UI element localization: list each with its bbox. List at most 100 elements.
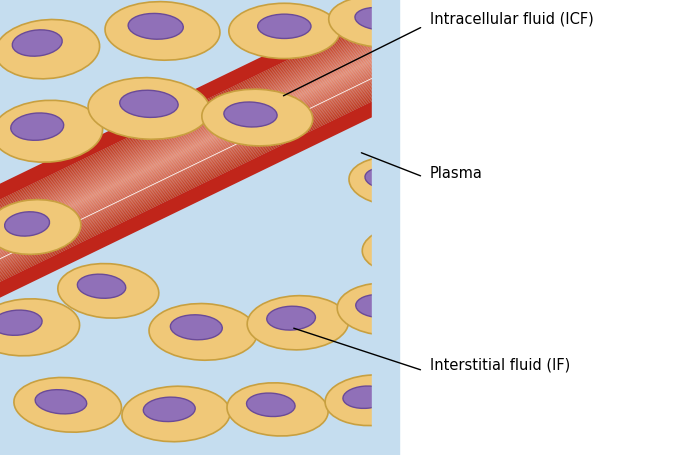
Polygon shape [0, 37, 433, 264]
Ellipse shape [337, 283, 435, 335]
Ellipse shape [120, 91, 178, 118]
Ellipse shape [0, 299, 80, 356]
Polygon shape [0, 5, 433, 233]
Polygon shape [0, 27, 433, 255]
Polygon shape [0, 66, 433, 293]
Ellipse shape [149, 304, 257, 360]
Text: Intracellular fluid (ICF): Intracellular fluid (ICF) [430, 12, 594, 26]
Polygon shape [0, 38, 433, 266]
Polygon shape [0, 19, 433, 247]
Ellipse shape [247, 296, 349, 350]
Polygon shape [0, 0, 433, 228]
Ellipse shape [227, 383, 328, 436]
Polygon shape [0, 0, 433, 218]
Polygon shape [0, 53, 433, 281]
Polygon shape [0, 67, 433, 294]
Polygon shape [0, 63, 433, 290]
Polygon shape [0, 42, 433, 270]
Polygon shape [0, 51, 433, 278]
Ellipse shape [0, 20, 100, 80]
Ellipse shape [325, 375, 420, 426]
Ellipse shape [349, 158, 437, 206]
Polygon shape [0, 44, 433, 271]
Text: Plasma: Plasma [430, 166, 483, 180]
Polygon shape [0, 0, 433, 223]
Polygon shape [0, 68, 433, 296]
Polygon shape [0, 10, 433, 237]
Ellipse shape [144, 397, 195, 422]
Ellipse shape [14, 378, 121, 432]
Polygon shape [0, 52, 433, 279]
Ellipse shape [224, 103, 277, 128]
Ellipse shape [229, 4, 340, 60]
Ellipse shape [5, 212, 49, 237]
Polygon shape [0, 31, 433, 259]
Bar [372, 0, 399, 455]
Ellipse shape [11, 114, 64, 141]
Ellipse shape [0, 101, 103, 163]
Bar [399, 0, 677, 455]
Polygon shape [0, 70, 433, 297]
Polygon shape [0, 23, 433, 251]
Polygon shape [0, 7, 433, 234]
Ellipse shape [0, 310, 42, 336]
Bar [0, 0, 399, 455]
Ellipse shape [35, 390, 87, 414]
Polygon shape [0, 46, 433, 274]
Polygon shape [0, 29, 433, 256]
Ellipse shape [58, 264, 159, 318]
Polygon shape [0, 59, 433, 286]
Ellipse shape [329, 0, 429, 48]
Polygon shape [0, 61, 433, 289]
Ellipse shape [355, 9, 403, 31]
Polygon shape [0, 35, 433, 263]
Ellipse shape [0, 200, 81, 255]
Polygon shape [0, 0, 433, 226]
Polygon shape [0, 40, 433, 267]
Ellipse shape [12, 31, 62, 57]
Ellipse shape [378, 237, 420, 258]
Polygon shape [0, 57, 433, 285]
Polygon shape [0, 22, 433, 249]
Polygon shape [0, 0, 433, 221]
Ellipse shape [365, 168, 407, 190]
Polygon shape [0, 1, 433, 229]
Polygon shape [0, 3, 433, 230]
Polygon shape [0, 14, 433, 241]
Polygon shape [0, 20, 433, 248]
Polygon shape [0, 0, 433, 225]
Ellipse shape [202, 90, 313, 147]
Ellipse shape [77, 274, 126, 298]
Polygon shape [0, 45, 433, 273]
Ellipse shape [362, 226, 450, 274]
Polygon shape [0, 11, 433, 238]
Polygon shape [0, 0, 433, 222]
Ellipse shape [171, 315, 222, 340]
Polygon shape [0, 30, 433, 258]
Polygon shape [0, 25, 433, 252]
Polygon shape [0, 34, 433, 262]
Polygon shape [0, 60, 433, 288]
Polygon shape [0, 64, 433, 292]
Ellipse shape [88, 78, 210, 140]
Polygon shape [0, 0, 433, 217]
Ellipse shape [246, 393, 295, 417]
Polygon shape [0, 49, 433, 276]
Ellipse shape [122, 386, 230, 442]
Polygon shape [0, 15, 433, 243]
Polygon shape [0, 72, 433, 314]
Ellipse shape [343, 386, 388, 409]
Ellipse shape [258, 15, 311, 40]
Polygon shape [0, 8, 433, 236]
Polygon shape [0, 56, 433, 283]
Polygon shape [0, 12, 433, 240]
Polygon shape [0, 16, 433, 244]
Ellipse shape [128, 15, 183, 40]
Ellipse shape [356, 295, 402, 318]
Polygon shape [0, 18, 433, 245]
Ellipse shape [105, 3, 220, 61]
Polygon shape [0, 4, 433, 232]
Text: Interstitial fluid (IF): Interstitial fluid (IF) [430, 357, 570, 371]
Polygon shape [0, 71, 433, 298]
Polygon shape [0, 0, 433, 219]
